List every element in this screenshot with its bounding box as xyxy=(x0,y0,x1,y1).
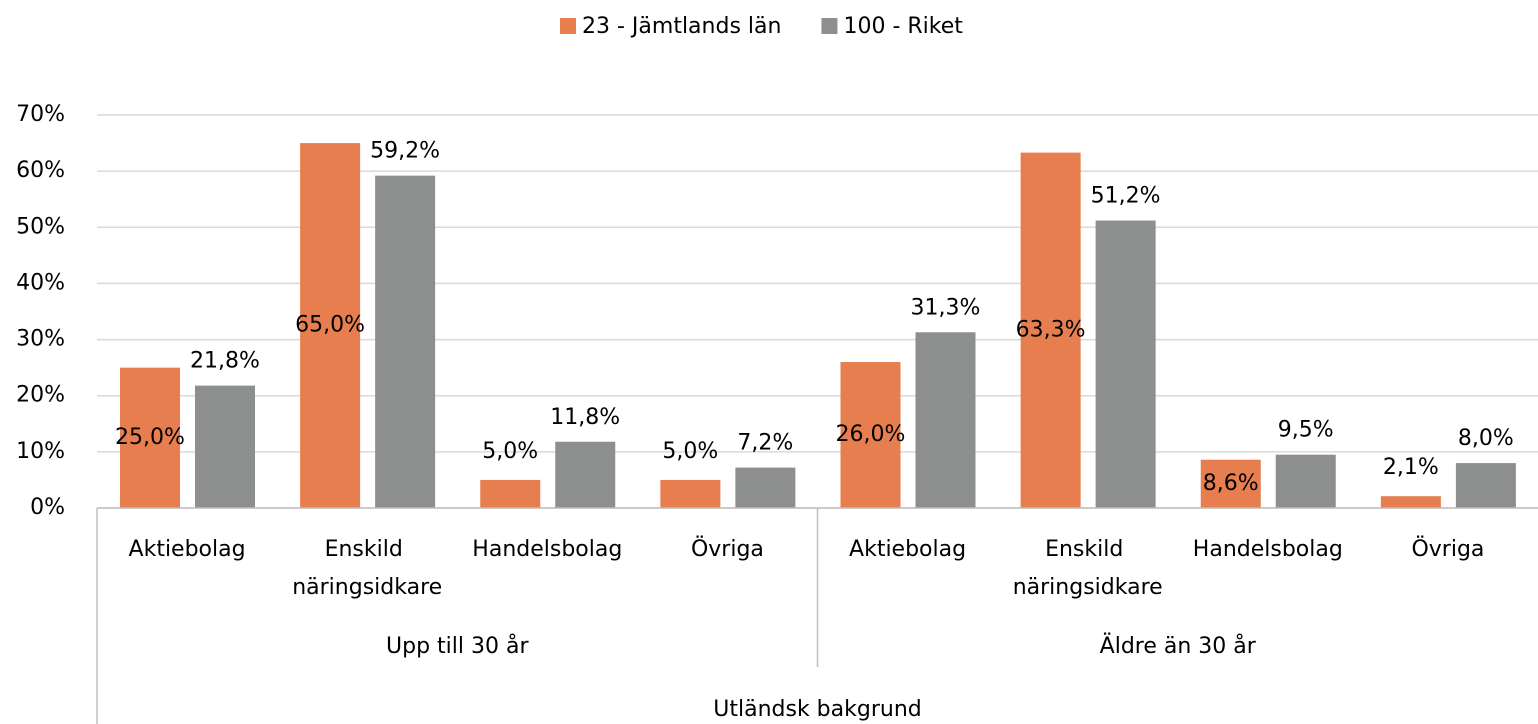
bar xyxy=(840,362,901,508)
x-tick-label: Enskild näringsidkare xyxy=(292,537,442,600)
y-tick-label: 70% xyxy=(16,102,65,127)
bar xyxy=(375,175,436,509)
y-tick-label: 0% xyxy=(30,495,65,520)
data-label: 25,0% xyxy=(115,425,185,450)
data-label: 11,8% xyxy=(550,405,620,430)
outer-category-label: Utländsk bakgrund xyxy=(713,697,921,722)
bar xyxy=(660,479,721,508)
x-tick-label: Övriga xyxy=(1411,536,1484,562)
data-label: 21,8% xyxy=(190,349,260,374)
x-tick-label: Enskild näringsidkare xyxy=(1013,537,1163,600)
data-label: 63,3% xyxy=(1016,317,1086,342)
bar xyxy=(735,467,796,508)
data-label: 9,5% xyxy=(1278,418,1334,443)
group-label: Äldre än 30 år xyxy=(1100,633,1257,659)
bar xyxy=(300,143,361,509)
data-label: 5,0% xyxy=(482,439,538,464)
legend-swatch xyxy=(560,18,576,34)
legend-swatch xyxy=(821,18,838,34)
bar xyxy=(1095,220,1156,508)
data-label: 8,0% xyxy=(1458,426,1514,451)
bar xyxy=(1380,496,1441,508)
y-tick-label: 30% xyxy=(16,327,65,352)
bar xyxy=(555,441,616,508)
data-label: 26,0% xyxy=(836,422,906,447)
bar xyxy=(120,367,180,508)
x-tick-label: Aktiebolag xyxy=(129,537,246,562)
legend-label: 23 - Jämtlands län xyxy=(582,14,781,39)
x-tick-label: Handelsbolag xyxy=(1193,537,1343,562)
data-label: 5,0% xyxy=(662,439,718,464)
legend-label: 100 - Riket xyxy=(843,14,963,39)
y-tick-label: 10% xyxy=(16,439,65,464)
bar xyxy=(1020,152,1081,508)
bar xyxy=(1455,463,1516,508)
x-tick-label: Övriga xyxy=(691,536,764,562)
y-tick-label: 20% xyxy=(16,383,65,408)
data-label: 59,2% xyxy=(370,139,440,164)
data-label: 51,2% xyxy=(1091,184,1161,209)
bar xyxy=(195,385,255,508)
x-tick-label: Aktiebolag xyxy=(849,537,966,562)
y-tick-label: 40% xyxy=(16,270,65,295)
data-label: 65,0% xyxy=(295,313,365,338)
bar xyxy=(915,332,976,508)
bar xyxy=(1200,459,1261,508)
data-label: 31,3% xyxy=(911,295,981,320)
data-label: 8,6% xyxy=(1203,471,1259,496)
y-tick-label: 60% xyxy=(16,158,65,183)
data-label: 7,2% xyxy=(737,431,793,456)
x-tick-label: Handelsbolag xyxy=(472,537,622,562)
bar xyxy=(480,479,541,508)
y-tick-label: 50% xyxy=(16,214,65,239)
data-label: 2,1% xyxy=(1383,455,1439,480)
group-label: Upp till 30 år xyxy=(386,633,529,659)
bar xyxy=(1275,454,1336,508)
